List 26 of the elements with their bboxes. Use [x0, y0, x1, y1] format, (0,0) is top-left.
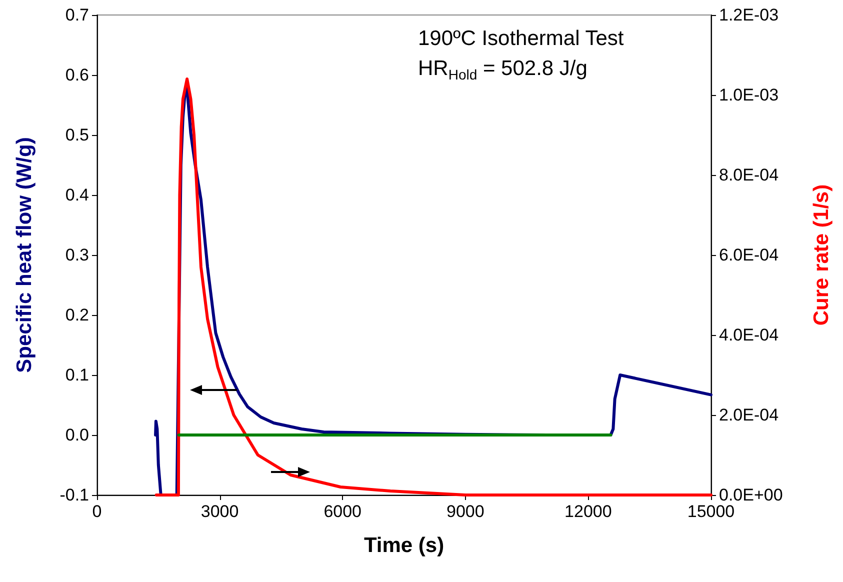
y2-tick-label: 8.0E-04: [719, 166, 779, 184]
y-tick-label: 0.5: [65, 126, 89, 144]
x-tick-label: 9000: [446, 502, 484, 521]
x-tick-label: 12000: [564, 502, 612, 521]
y2-tick-label: 0.0E+00: [719, 486, 783, 504]
y-tick-label: 0.0: [65, 426, 89, 444]
x-axis-title: Time (s): [364, 534, 444, 557]
y-tick-label: 0.6: [65, 66, 89, 84]
y-axis-title: Specific heat flow (W/g): [13, 137, 36, 373]
y2-tick-label: 1.0E-03: [719, 86, 779, 104]
x-tick-label: 6000: [324, 502, 362, 521]
annotation: 190ºC Isothermal Test: [418, 27, 624, 50]
y-tick-label: 0.4: [65, 186, 89, 204]
y2-tick-label: 2.0E-04: [719, 406, 779, 424]
y-tick-label: 0.7: [65, 6, 89, 24]
y-tick-label: 0.2: [65, 306, 89, 324]
y2-tick-label: 4.0E-04: [719, 326, 779, 344]
x-tick-label: 3000: [200, 502, 239, 521]
y-tick-label: 0.3: [65, 246, 89, 264]
x-tick-label: 0: [92, 502, 102, 521]
y2-tick-label: 6.0E-04: [719, 246, 779, 264]
x-tick-label: 15000: [687, 502, 735, 521]
y-tick-label: 0.1: [65, 366, 89, 384]
y-tick-label: -0.1: [60, 486, 89, 504]
y2-axis-title: Cure rate (1/s): [810, 184, 833, 326]
y2-tick-label: 1.2E-03: [719, 6, 779, 24]
